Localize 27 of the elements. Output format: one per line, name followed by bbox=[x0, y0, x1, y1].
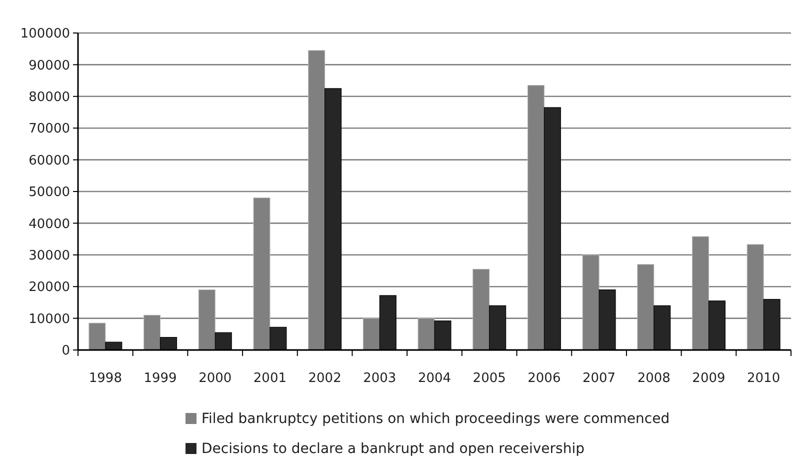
x-tick-label: 2000 bbox=[198, 371, 232, 386]
y-tick-label: 0 bbox=[62, 344, 70, 359]
x-tick-label: 2006 bbox=[528, 371, 561, 386]
y-tick-label: 10000 bbox=[28, 312, 70, 327]
x-tick-label: 2010 bbox=[747, 371, 780, 386]
x-tick-label: 2005 bbox=[472, 371, 506, 386]
y-tick-label: 50000 bbox=[28, 185, 70, 200]
legend-label: Filed bankruptcy petitions on which proceedings were commenced bbox=[202, 411, 670, 427]
y-tick-label: 100000 bbox=[20, 26, 70, 42]
x-tick-label: 2002 bbox=[308, 371, 342, 386]
bar bbox=[88, 322, 106, 350]
y-tick-label: 20000 bbox=[28, 280, 70, 296]
x-tick-label: 2004 bbox=[418, 371, 452, 386]
x-tick-label: 2008 bbox=[637, 371, 670, 386]
x-tick-label: 2001 bbox=[253, 371, 287, 386]
y-tick-label: 40000 bbox=[28, 216, 70, 232]
x-tick-label: 2003 bbox=[363, 371, 396, 386]
x-tick-label: 1999 bbox=[144, 371, 177, 386]
y-tick-label: 80000 bbox=[28, 90, 70, 105]
y-tick-label: 70000 bbox=[28, 122, 70, 137]
y-tick-label: 60000 bbox=[28, 153, 70, 168]
legend-label: Decisions to declare a bankrupt and open receivership bbox=[202, 441, 585, 457]
y-tick-label: 90000 bbox=[28, 58, 70, 74]
y-tick-label: 30000 bbox=[28, 248, 70, 264]
x-tick-label: 2009 bbox=[692, 371, 726, 386]
x-tick-label: 2007 bbox=[582, 371, 616, 386]
x-tick-label: 1998 bbox=[88, 371, 122, 386]
